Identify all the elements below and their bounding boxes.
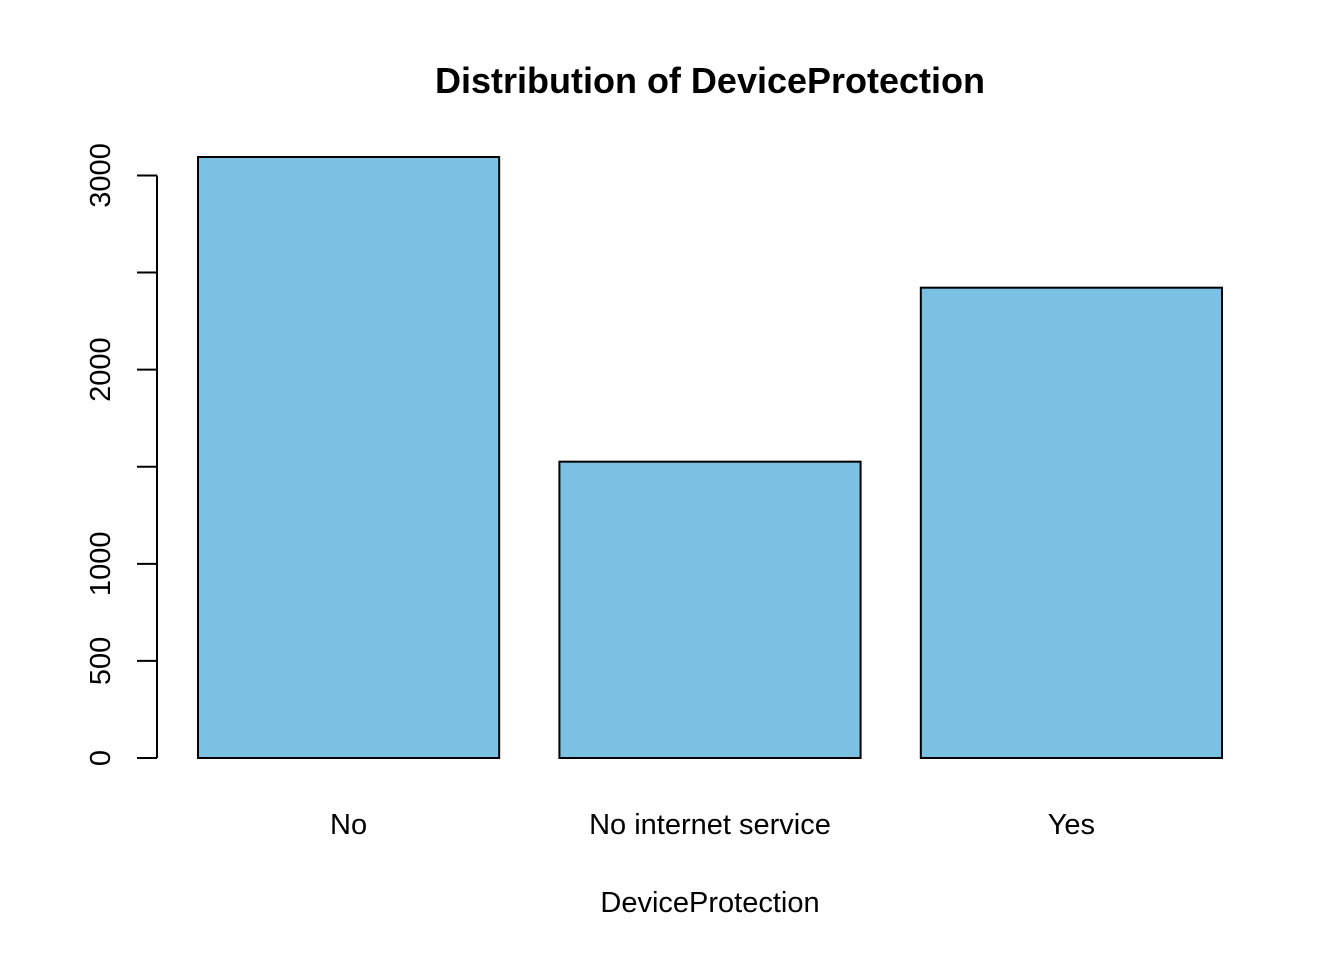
y-tick-label: 500: [85, 637, 117, 685]
x-tick-label: No internet service: [589, 809, 831, 841]
bar-yes: [919, 286, 1224, 759]
x-axis-title: DeviceProtection: [600, 887, 819, 919]
y-tick-label: 0: [85, 750, 117, 766]
bars-group: [197, 156, 1224, 759]
chart-title: Distribution of DeviceProtection: [435, 60, 985, 101]
x-tick-label: No: [330, 809, 367, 841]
bar-no: [197, 156, 501, 759]
x-axis-labels: No No internet service Yes: [330, 809, 1095, 841]
x-tick-label: Yes: [1048, 809, 1095, 841]
y-tick-label: 1000: [85, 532, 117, 597]
bar-no-internet-service: [558, 460, 862, 759]
y-tick-label: 2000: [85, 337, 117, 402]
y-tick-label: 3000: [85, 143, 117, 208]
y-axis: 0 500 1000 2000 3000: [85, 143, 158, 766]
